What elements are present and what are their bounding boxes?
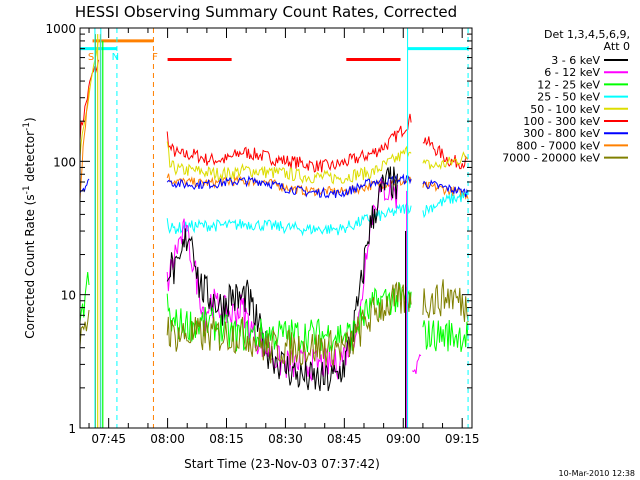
series-100-300-kev xyxy=(79,59,469,173)
legend-label: 7000 - 20000 keV xyxy=(502,152,600,165)
bars-layer xyxy=(80,39,469,62)
legend-header: Det 1,3,4,5,6,9, xyxy=(544,28,630,41)
x-tick-label: 09:15 xyxy=(445,432,480,446)
y-axis-title: Corrected Count Rate (s-1 detector-1) xyxy=(22,117,37,338)
series-layer xyxy=(79,39,469,392)
legend-label: 50 - 100 keV xyxy=(530,103,600,116)
x-tick-label: 08:30 xyxy=(268,432,303,446)
spikes-layer xyxy=(94,34,408,428)
legend-label: 800 - 7000 keV xyxy=(516,139,600,152)
legend-label: 3 - 6 keV xyxy=(551,54,600,67)
series-6-12-kev xyxy=(166,178,422,382)
series-25-50-kev xyxy=(166,192,469,237)
axis-ticks: 07:45 08:00 08:15 08:30 08:45 09:00 09:15 1 10 10… xyxy=(45,22,479,446)
legend-label: 25 - 50 keV xyxy=(537,91,600,104)
orbit-marker-s: S xyxy=(88,52,94,63)
series-7000-20000-kev xyxy=(79,279,469,368)
legend-header: Att 0 xyxy=(604,40,630,53)
y-tick-label: 10 xyxy=(61,289,76,303)
y-tick-label: 1 xyxy=(68,422,76,436)
y-tick-label: 100 xyxy=(53,155,76,169)
series-3-6-kev xyxy=(166,166,398,392)
series-12-25-kev xyxy=(79,272,469,353)
series-50-100-kev xyxy=(79,39,469,185)
plot-frame xyxy=(79,27,473,429)
x-tick-label: 08:45 xyxy=(327,432,362,446)
legend-label: 100 - 300 keV xyxy=(523,115,600,128)
legend-label: 12 - 25 keV xyxy=(537,78,600,91)
date-stamp: 10-Mar-2010 12:38 xyxy=(559,469,636,478)
orbit-marker-n: N xyxy=(112,52,119,63)
orbit-marker-f: F xyxy=(152,52,158,63)
chart-title: HESSI Observing Summary Count Rates, Cor… xyxy=(75,3,457,21)
legend-label: 6 - 12 keV xyxy=(544,66,600,79)
vlines-layer xyxy=(94,28,469,428)
x-tick-label: 07:45 xyxy=(91,432,126,446)
legend-label: 300 - 800 keV xyxy=(523,127,600,140)
x-axis-title: Start Time (23-Nov-03 07:37:42) xyxy=(184,457,380,471)
x-tick-label: 08:00 xyxy=(150,432,185,446)
x-tick-label: 09:00 xyxy=(386,432,421,446)
y-tick-label: 1000 xyxy=(45,22,76,36)
x-tick-label: 08:15 xyxy=(209,432,244,446)
